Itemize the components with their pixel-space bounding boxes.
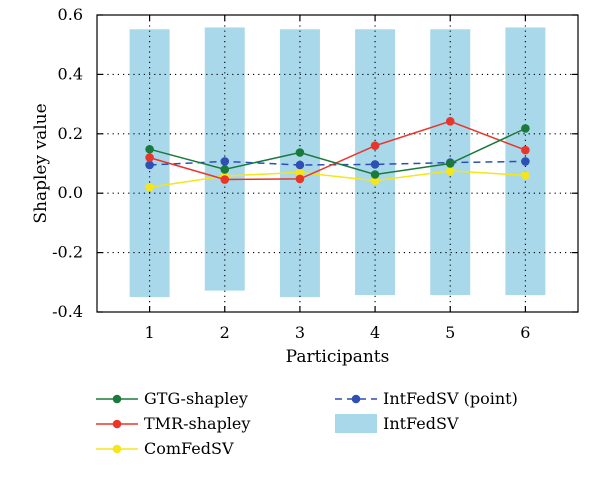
legend: GTG-shapley TMR-shapley ComFedSV IntFedSV (… [96, 389, 518, 458]
data-point-gtg-shapley [145, 144, 154, 154]
data-point-gtg-shapley [220, 165, 230, 174]
legend-marker [112, 394, 122, 404]
legend-label: TMR-shapley [144, 414, 250, 433]
grid-lines [97, 15, 578, 312]
x-tick-label: 2 [220, 323, 230, 342]
series-line-comfedsv [149, 170, 526, 189]
x-tick-label: 1 [145, 323, 155, 342]
data-point-tmr-shapley [521, 145, 530, 155]
legend-item-comfedsv: ComFedSV [96, 439, 234, 458]
data-point-intfedsv-point [521, 157, 530, 166]
legend-item-gtg-shapley: GTG-shapley [96, 389, 248, 408]
data-point-intfedsv-point [220, 157, 230, 166]
y-tick-label: 0.4 [58, 64, 83, 83]
plot-frame [96, 14, 579, 313]
axis-ticks: 0.6 0.4 0.2 0.0 -0.2 -0.4 1 2 3 4 5 6 [52, 5, 578, 342]
legend-label: IntFedSV (point) [383, 389, 518, 408]
legend-label: GTG-shapley [144, 389, 248, 408]
y-tick-label: -0.4 [52, 302, 83, 321]
data-point-tmr-shapley [370, 141, 380, 150]
legend-swatch [335, 414, 377, 433]
x-tick-label: 6 [520, 323, 530, 342]
legend-marker [351, 394, 361, 404]
data-point-tmr-shapley [445, 117, 455, 126]
series-line-gtg-shapley [149, 127, 526, 176]
data-point-comfedsv [521, 171, 530, 180]
x-tick-label: 4 [370, 323, 380, 342]
legend-marker [112, 444, 122, 454]
data-point-comfedsv [445, 166, 455, 176]
data-point-tmr-shapley [295, 174, 305, 184]
x-tick-label: 3 [295, 323, 305, 342]
series-line-tmr-shapley [149, 120, 526, 181]
legend-item-intfedsv-point: IntFedSV (point) [335, 389, 518, 408]
legend-label: IntFedSV [383, 414, 459, 433]
legend-item-intfedsv: IntFedSV [335, 414, 459, 433]
data-point-gtg-shapley [521, 124, 530, 133]
series-line-intfedsv-point [149, 160, 526, 166]
data-point-tmr-shapley [220, 175, 230, 184]
data-point-gtg-shapley [445, 159, 455, 168]
data-point-intfedsv-point [295, 160, 305, 170]
series-lines [145, 117, 530, 192]
y-tick-label: -0.2 [52, 243, 83, 262]
data-point-gtg-shapley [295, 148, 305, 157]
y-tick-label: 0.0 [58, 183, 83, 202]
data-point-comfedsv [295, 168, 305, 177]
y-axis-title: Shapley value [31, 103, 51, 223]
data-point-gtg-shapley [370, 170, 380, 179]
legend-marker [112, 419, 122, 429]
data-point-intfedsv-point [370, 160, 380, 169]
legend-label: ComFedSV [144, 439, 234, 458]
x-axis-title: Participants [286, 347, 390, 367]
x-tick-label: 5 [445, 323, 455, 342]
data-point-comfedsv [145, 182, 154, 192]
legend-item-tmr-shapley: TMR-shapley [96, 414, 250, 433]
data-point-comfedsv [370, 176, 380, 186]
data-point-intfedsv-point [145, 160, 154, 170]
data-point-tmr-shapley [145, 153, 154, 162]
y-tick-label: 0.6 [58, 5, 83, 24]
y-tick-label: 0.2 [58, 124, 83, 143]
